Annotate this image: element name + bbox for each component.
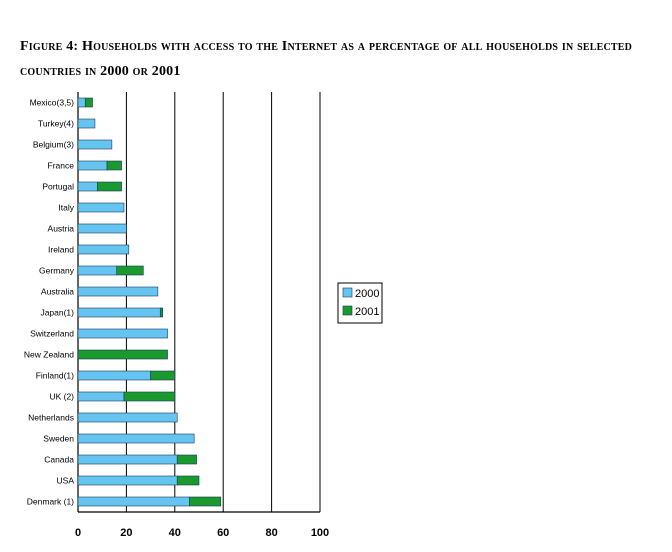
bar-2001 xyxy=(123,391,176,402)
category-label: Turkey(4) xyxy=(38,119,74,129)
bar-2000 xyxy=(77,370,151,381)
bar-2001 xyxy=(159,307,163,318)
x-tick-label: 60 xyxy=(217,527,229,539)
bar-2000 xyxy=(77,139,113,150)
bar-2001 xyxy=(189,496,222,507)
legend-label-2000: 2000 xyxy=(355,288,379,300)
x-tick-label: 100 xyxy=(311,527,329,539)
category-label: France xyxy=(48,161,75,171)
legend-box xyxy=(337,282,383,324)
category-label: Netherlands xyxy=(28,413,74,423)
category-label: Belgium(3) xyxy=(33,140,74,150)
bar-2001 xyxy=(106,160,122,171)
bar-2000 xyxy=(77,454,178,465)
bar-2000 xyxy=(77,202,125,213)
category-label: Australia xyxy=(41,287,74,297)
bar-2000 xyxy=(77,265,118,276)
category-label: Germany xyxy=(39,266,75,276)
category-label: Ireland xyxy=(48,245,74,255)
bar-2001 xyxy=(176,475,200,486)
legend-label-2001: 2001 xyxy=(355,306,379,318)
x-tick-label: 40 xyxy=(169,527,181,539)
bar-2001 xyxy=(77,349,168,360)
category-label: Italy xyxy=(58,203,74,213)
bar-2000 xyxy=(77,244,130,255)
x-tick-label: 20 xyxy=(120,527,132,539)
bar-2001 xyxy=(150,370,176,381)
x-tick-label: 80 xyxy=(265,527,277,539)
category-label: New Zealand xyxy=(24,350,74,360)
x-tick-label: 0 xyxy=(75,527,81,539)
bar-2000 xyxy=(77,160,108,171)
bar-2000 xyxy=(77,307,161,318)
bar-2000 xyxy=(77,475,178,486)
bar-2000 xyxy=(77,97,86,108)
category-label: Denmark (1) xyxy=(27,497,74,507)
category-label: Japan(1) xyxy=(40,308,74,318)
category-label: Austria xyxy=(48,224,75,234)
category-label: Canada xyxy=(44,455,74,465)
category-label: Portugal xyxy=(42,182,74,192)
bar-2000 xyxy=(77,118,96,129)
category-label: UK (2) xyxy=(49,392,74,402)
legend-swatch-2001 xyxy=(342,305,353,316)
bar-2001 xyxy=(116,265,144,276)
bar-2000 xyxy=(77,433,195,444)
bar-2001 xyxy=(176,454,197,465)
category-label: Switzerland xyxy=(30,329,74,339)
category-label: Mexico(3,5) xyxy=(30,98,75,108)
bar-2000 xyxy=(77,412,178,423)
bar-2000 xyxy=(77,391,125,402)
bar-2000 xyxy=(77,328,168,339)
bar-2000 xyxy=(77,286,159,297)
bar-2001 xyxy=(97,181,122,192)
bar-2000 xyxy=(77,223,127,234)
legend-swatch-2000 xyxy=(342,287,353,298)
bar-2001 xyxy=(84,97,93,108)
category-label: Finland(1) xyxy=(36,371,74,381)
chart-title: Figure 4: Households with access to the … xyxy=(20,39,633,79)
category-label: USA xyxy=(57,476,75,486)
bar-2000 xyxy=(77,496,190,507)
category-label: Sweden xyxy=(43,434,74,444)
bar-2000 xyxy=(77,181,98,192)
